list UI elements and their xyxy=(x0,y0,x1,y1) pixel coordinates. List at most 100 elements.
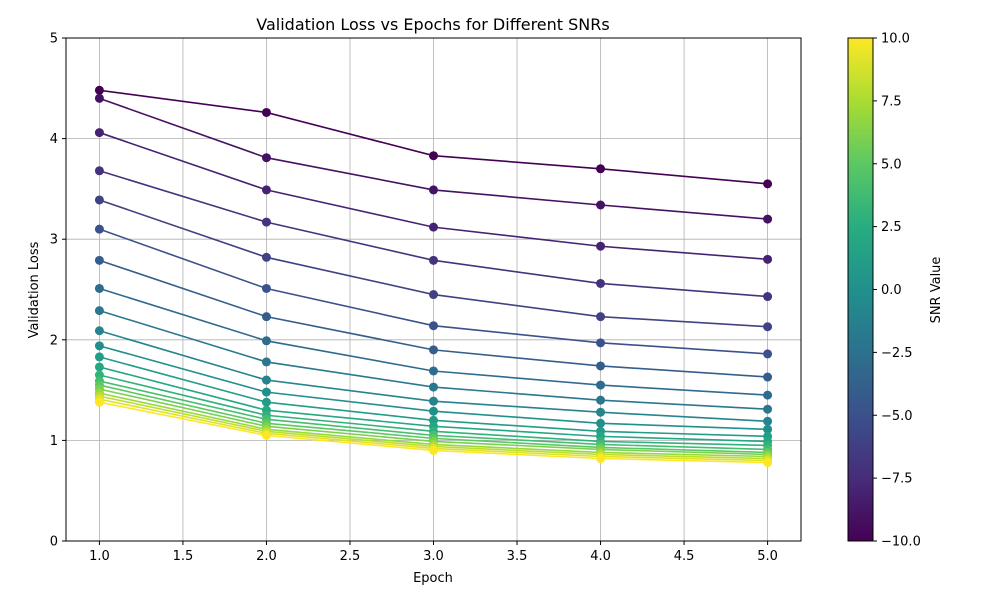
series-layer xyxy=(94,85,773,468)
data-point xyxy=(94,397,104,407)
colorbar-title: SNR Value xyxy=(929,257,944,324)
data-point xyxy=(261,217,271,227)
data-point xyxy=(94,195,104,205)
data-point xyxy=(261,283,271,293)
data-point xyxy=(94,362,104,372)
data-point xyxy=(261,336,271,346)
data-point xyxy=(429,255,438,265)
data-point xyxy=(429,366,438,376)
series-snr--3 xyxy=(94,283,773,400)
data-point xyxy=(94,341,104,351)
grid xyxy=(66,37,801,542)
data-point xyxy=(763,214,773,224)
data-point xyxy=(596,407,606,417)
data-point xyxy=(261,357,271,367)
data-point xyxy=(261,397,271,407)
data-point xyxy=(94,352,104,362)
data-point xyxy=(429,445,438,455)
data-point xyxy=(596,200,606,210)
series-snr--2 xyxy=(94,306,773,414)
colorbar-gradient xyxy=(848,38,873,541)
series-snr-0 xyxy=(94,341,773,434)
colorbar-tick-label: −2.5 xyxy=(881,346,913,361)
colorbar-tick-label: −7.5 xyxy=(881,472,913,487)
colorbar-tick-label: 7.5 xyxy=(881,94,902,109)
y-tick-label: 2 xyxy=(50,333,58,348)
x-axis-title: Epoch xyxy=(413,571,453,586)
x-tick-label: 3.5 xyxy=(507,549,528,564)
x-tick-label: 2.5 xyxy=(340,549,361,564)
data-point xyxy=(261,430,271,440)
data-point xyxy=(763,390,773,400)
y-tick-label: 1 xyxy=(50,434,58,449)
data-point xyxy=(763,372,773,382)
data-point xyxy=(261,387,271,397)
data-point xyxy=(596,361,606,371)
y-tick-label: 3 xyxy=(50,233,58,248)
colorbar-tick-label: 5.0 xyxy=(881,157,902,172)
series-snr--5 xyxy=(94,224,773,359)
data-point xyxy=(596,312,606,322)
data-point xyxy=(763,458,773,468)
data-point xyxy=(763,322,773,332)
data-point xyxy=(94,306,104,316)
data-point xyxy=(429,290,438,300)
x-tick-label: 5.0 xyxy=(757,549,778,564)
data-point xyxy=(596,395,606,405)
data-point xyxy=(429,345,438,355)
data-point xyxy=(94,326,104,336)
colorbar: −10.0 −7.5 −5.0 −2.5 0.0 2.5 5.0 7.5 10.0 SNR Va… xyxy=(847,32,944,550)
data-point xyxy=(763,404,773,414)
data-point xyxy=(429,406,438,416)
y-axis-title: Validation Loss xyxy=(27,241,42,338)
data-point xyxy=(763,416,773,426)
series-snr--6 xyxy=(94,195,773,332)
series-snr--10 xyxy=(94,85,773,189)
y-axis-ticks: 0 1 2 3 4 5 xyxy=(50,32,66,550)
data-point xyxy=(261,375,271,385)
data-point xyxy=(94,224,104,234)
x-tick-label: 4.0 xyxy=(590,549,611,564)
y-tick-label: 0 xyxy=(50,535,58,550)
data-point xyxy=(429,321,438,331)
data-point xyxy=(261,312,271,322)
data-point xyxy=(596,164,606,174)
colorbar-tick-label: −5.0 xyxy=(881,409,913,424)
data-point xyxy=(94,93,104,103)
data-point xyxy=(596,380,606,390)
data-point xyxy=(596,418,606,428)
series-snr--7 xyxy=(94,166,773,302)
data-point xyxy=(94,255,104,265)
data-point xyxy=(261,107,271,117)
data-point xyxy=(596,454,606,464)
colorbar-tick-label: 0.0 xyxy=(881,283,902,298)
chart-title: Validation Loss vs Epochs for Different … xyxy=(256,15,609,34)
data-point xyxy=(429,185,438,195)
series-snr--4 xyxy=(94,255,773,382)
colorbar-tick-label: −10.0 xyxy=(881,535,921,550)
data-point xyxy=(596,278,606,288)
data-point xyxy=(94,283,104,293)
y-tick-label: 4 xyxy=(50,132,58,147)
data-point xyxy=(763,349,773,359)
x-tick-label: 1.0 xyxy=(89,549,110,564)
series-snr--8 xyxy=(94,128,773,264)
data-point xyxy=(429,382,438,392)
series-snr--9 xyxy=(94,93,773,224)
series-snr--1 xyxy=(94,326,773,426)
data-point xyxy=(763,254,773,264)
data-point xyxy=(429,396,438,406)
x-tick-label: 1.5 xyxy=(173,549,194,564)
data-point xyxy=(429,151,438,161)
data-point xyxy=(429,222,438,232)
x-axis-ticks: 1.0 1.5 2.0 2.5 3.0 3.5 4.0 4.5 5.0 xyxy=(89,541,778,564)
y-tick-label: 5 xyxy=(50,32,58,47)
x-tick-label: 4.5 xyxy=(674,549,695,564)
data-point xyxy=(763,292,773,302)
x-tick-label: 3.0 xyxy=(423,549,444,564)
series-snr-10 xyxy=(94,397,773,468)
data-point xyxy=(763,179,773,189)
data-point xyxy=(94,128,104,138)
data-point xyxy=(261,185,271,195)
